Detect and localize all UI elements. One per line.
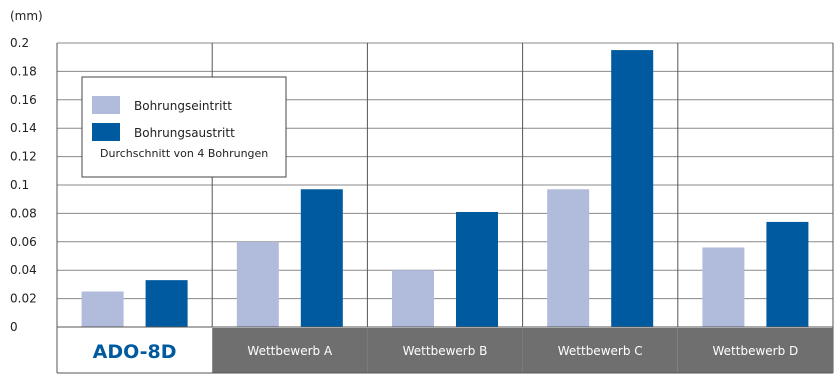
category-labels: ADO-8D Wettbewerb A Wettbewerb B Wettbewerb… (57, 326, 833, 374)
bar-bohrungseintritt-wettbewerb-c (547, 189, 590, 327)
y-tick-label: 0.02 (10, 292, 37, 306)
category-bg (367, 328, 523, 373)
bar-bohrungsaustritt-wettbewerb-d (766, 221, 809, 327)
bars (81, 50, 809, 327)
category-bg (212, 328, 368, 373)
y-tick-label: 0.16 (10, 93, 37, 107)
y-tick-label: 0.2 (10, 36, 29, 50)
category-label-wettbewerb-b: Wettbewerb B (403, 344, 488, 358)
y-tick-label: 0.04 (10, 263, 37, 277)
category-bg (677, 328, 833, 373)
category-label-ado-8d: ADO-8D (93, 341, 177, 363)
y-tick-label: 0.08 (10, 206, 37, 220)
category-label-wettbewerb-c: Wettbewerb C (558, 344, 643, 358)
category-label-wettbewerb-d: Wettbewerb D (713, 344, 799, 358)
bar-bohrungsaustritt-wettbewerb-a (300, 189, 343, 327)
legend-note: Durchschnitt von 4 Bohrungen (100, 147, 268, 160)
bar-bohrungsaustritt-ado-8d (145, 280, 188, 327)
y-tick-label: 0.06 (10, 235, 37, 249)
legend-label-bohrungseintritt: Bohrungseintritt (134, 99, 232, 113)
legend: Bohrungseintritt Bohrungsaustritt Durchs… (81, 76, 287, 178)
bar-bohrungseintritt-wettbewerb-a (236, 241, 279, 327)
y-tick-label: 0 (10, 320, 18, 334)
legend-swatch-bohrungsaustritt (92, 123, 120, 141)
bar-bohrungseintritt-wettbewerb-d (702, 247, 745, 327)
category-bg (522, 328, 678, 373)
bar-bohrungsaustritt-wettbewerb-c (611, 50, 654, 327)
y-tick-label: 0.18 (10, 64, 37, 78)
y-tick-label: 0.14 (10, 121, 37, 135)
category-label-wettbewerb-a: Wettbewerb A (247, 344, 333, 358)
y-tick-label: 0.12 (10, 150, 37, 164)
y-axis-ticks: 0 0.02 0.04 0.06 0.08 0.1 0.12 0.14 0.16 0.18 0.2 (10, 36, 37, 334)
bar-bohrungsaustritt-wettbewerb-b (456, 211, 498, 327)
group-separators (56, 43, 834, 373)
legend-swatch-bohrungseintritt (92, 96, 120, 114)
y-tick-label: 0.1 (10, 178, 29, 192)
legend-label-bohrungsaustritt: Bohrungsaustritt (134, 126, 235, 140)
bar-bohrungseintritt-ado-8d (81, 291, 124, 327)
bar-bohrungseintritt-wettbewerb-b (392, 270, 434, 327)
y-unit-label: (mm) (10, 9, 43, 23)
